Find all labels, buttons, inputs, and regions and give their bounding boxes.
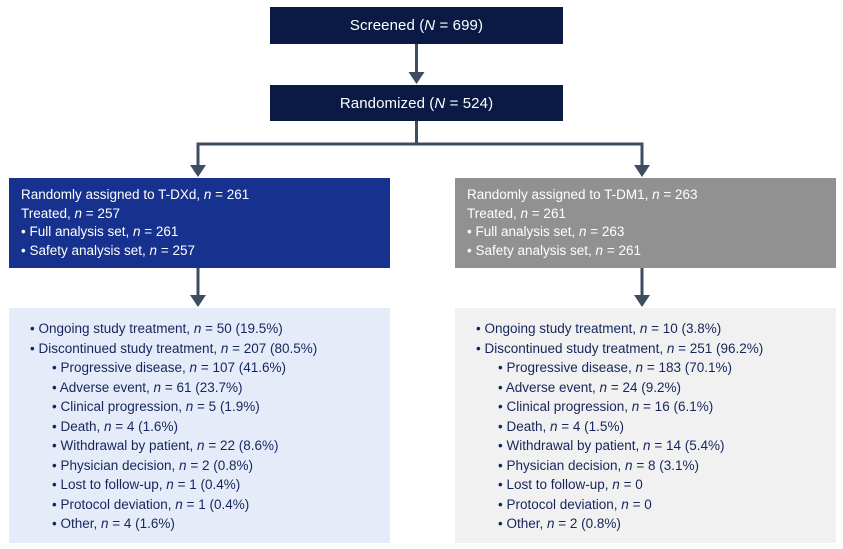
list-item: Treated, n = 261 <box>467 205 566 221</box>
list-item: • Full analysis set, n = 261 <box>21 224 179 239</box>
list-item: Randomly assigned to T-DXd, n = 261 <box>21 187 250 202</box>
list-item: • Lost to follow-up, n = 0 <box>498 477 643 492</box>
list-item: • Progressive disease, n = 183 (70.1%) <box>498 360 732 375</box>
arm-box-tdxd: Randomly assigned to T-DXd, n = 261 Treat… <box>9 178 390 268</box>
arm-box-tdm1: Randomly assigned to T-DM1, n = 263 Treat… <box>455 178 836 268</box>
screened-box: Screened (N = 699) <box>270 7 563 44</box>
randomized-label: Randomized (N = 524) <box>339 94 494 112</box>
list-item: • Discontinued study treatment, n = 207 … <box>30 340 318 356</box>
list-item: • Other, n = 2 (0.8%) <box>498 516 621 531</box>
screened-label: Screened (N = 699) <box>349 17 484 34</box>
list-item: • Withdrawal by patient, n = 14 (5.4%) <box>498 438 725 453</box>
list-item: • Death, n = 4 (1.5%) <box>498 418 624 434</box>
list-item: • Safety analysis set, n = 261 <box>467 242 641 258</box>
list-item: Treated, n = 257 <box>21 205 120 221</box>
outcome-box-tdxd: • Ongoing study treatment, n = 50 (19.5%… <box>9 308 390 543</box>
list-item: • Adverse event, n = 24 (9.2%) <box>498 379 681 395</box>
branch-connector <box>196 121 644 166</box>
list-item: • Withdrawal by patient, n = 22 (8.6%) <box>52 438 279 453</box>
list-item: • Physician decision, n = 2 (0.8%) <box>52 457 253 473</box>
list-item: • Ongoing study treatment, n = 10 (3.8%) <box>476 321 722 336</box>
list-item: • Clinical progression, n = 16 (6.1%) <box>498 399 714 414</box>
list-item: • Death, n = 4 (1.6%) <box>52 418 178 434</box>
list-item: • Discontinued study treatment, n = 251 … <box>476 340 764 356</box>
list-item: • Lost to follow-up, n = 1 (0.4%) <box>52 477 241 492</box>
list-item: • Physician decision, n = 8 (3.1%) <box>498 457 699 473</box>
list-item: • Protocol deviation, n = 0 <box>498 496 652 512</box>
randomized-box: Randomized (N = 524) <box>270 85 563 121</box>
list-item: • Safety analysis set, n = 257 <box>21 242 195 258</box>
list-item: Randomly assigned to T-DM1, n = 263 <box>467 187 698 202</box>
arrowhead-down-icon <box>190 165 206 177</box>
arrowhead-down-icon <box>408 72 425 84</box>
arrowhead-down-icon <box>634 165 650 177</box>
list-item: • Protocol deviation, n = 1 (0.4%) <box>52 496 250 512</box>
list-item: • Full analysis set, n = 263 <box>467 224 625 239</box>
list-item: • Ongoing study treatment, n = 50 (19.5%… <box>30 321 283 336</box>
list-item: • Clinical progression, n = 5 (1.9%) <box>52 399 260 414</box>
list-item: • Other, n = 4 (1.6%) <box>52 516 175 531</box>
list-item: • Adverse event, n = 61 (23.7%) <box>52 379 243 395</box>
outcome-box-tdm1: • Ongoing study treatment, n = 10 (3.8%)… <box>455 308 836 543</box>
arrowhead-down-icon <box>190 295 206 307</box>
arrowhead-down-icon <box>634 295 650 307</box>
list-item: • Progressive disease, n = 107 (41.6%) <box>52 360 286 375</box>
